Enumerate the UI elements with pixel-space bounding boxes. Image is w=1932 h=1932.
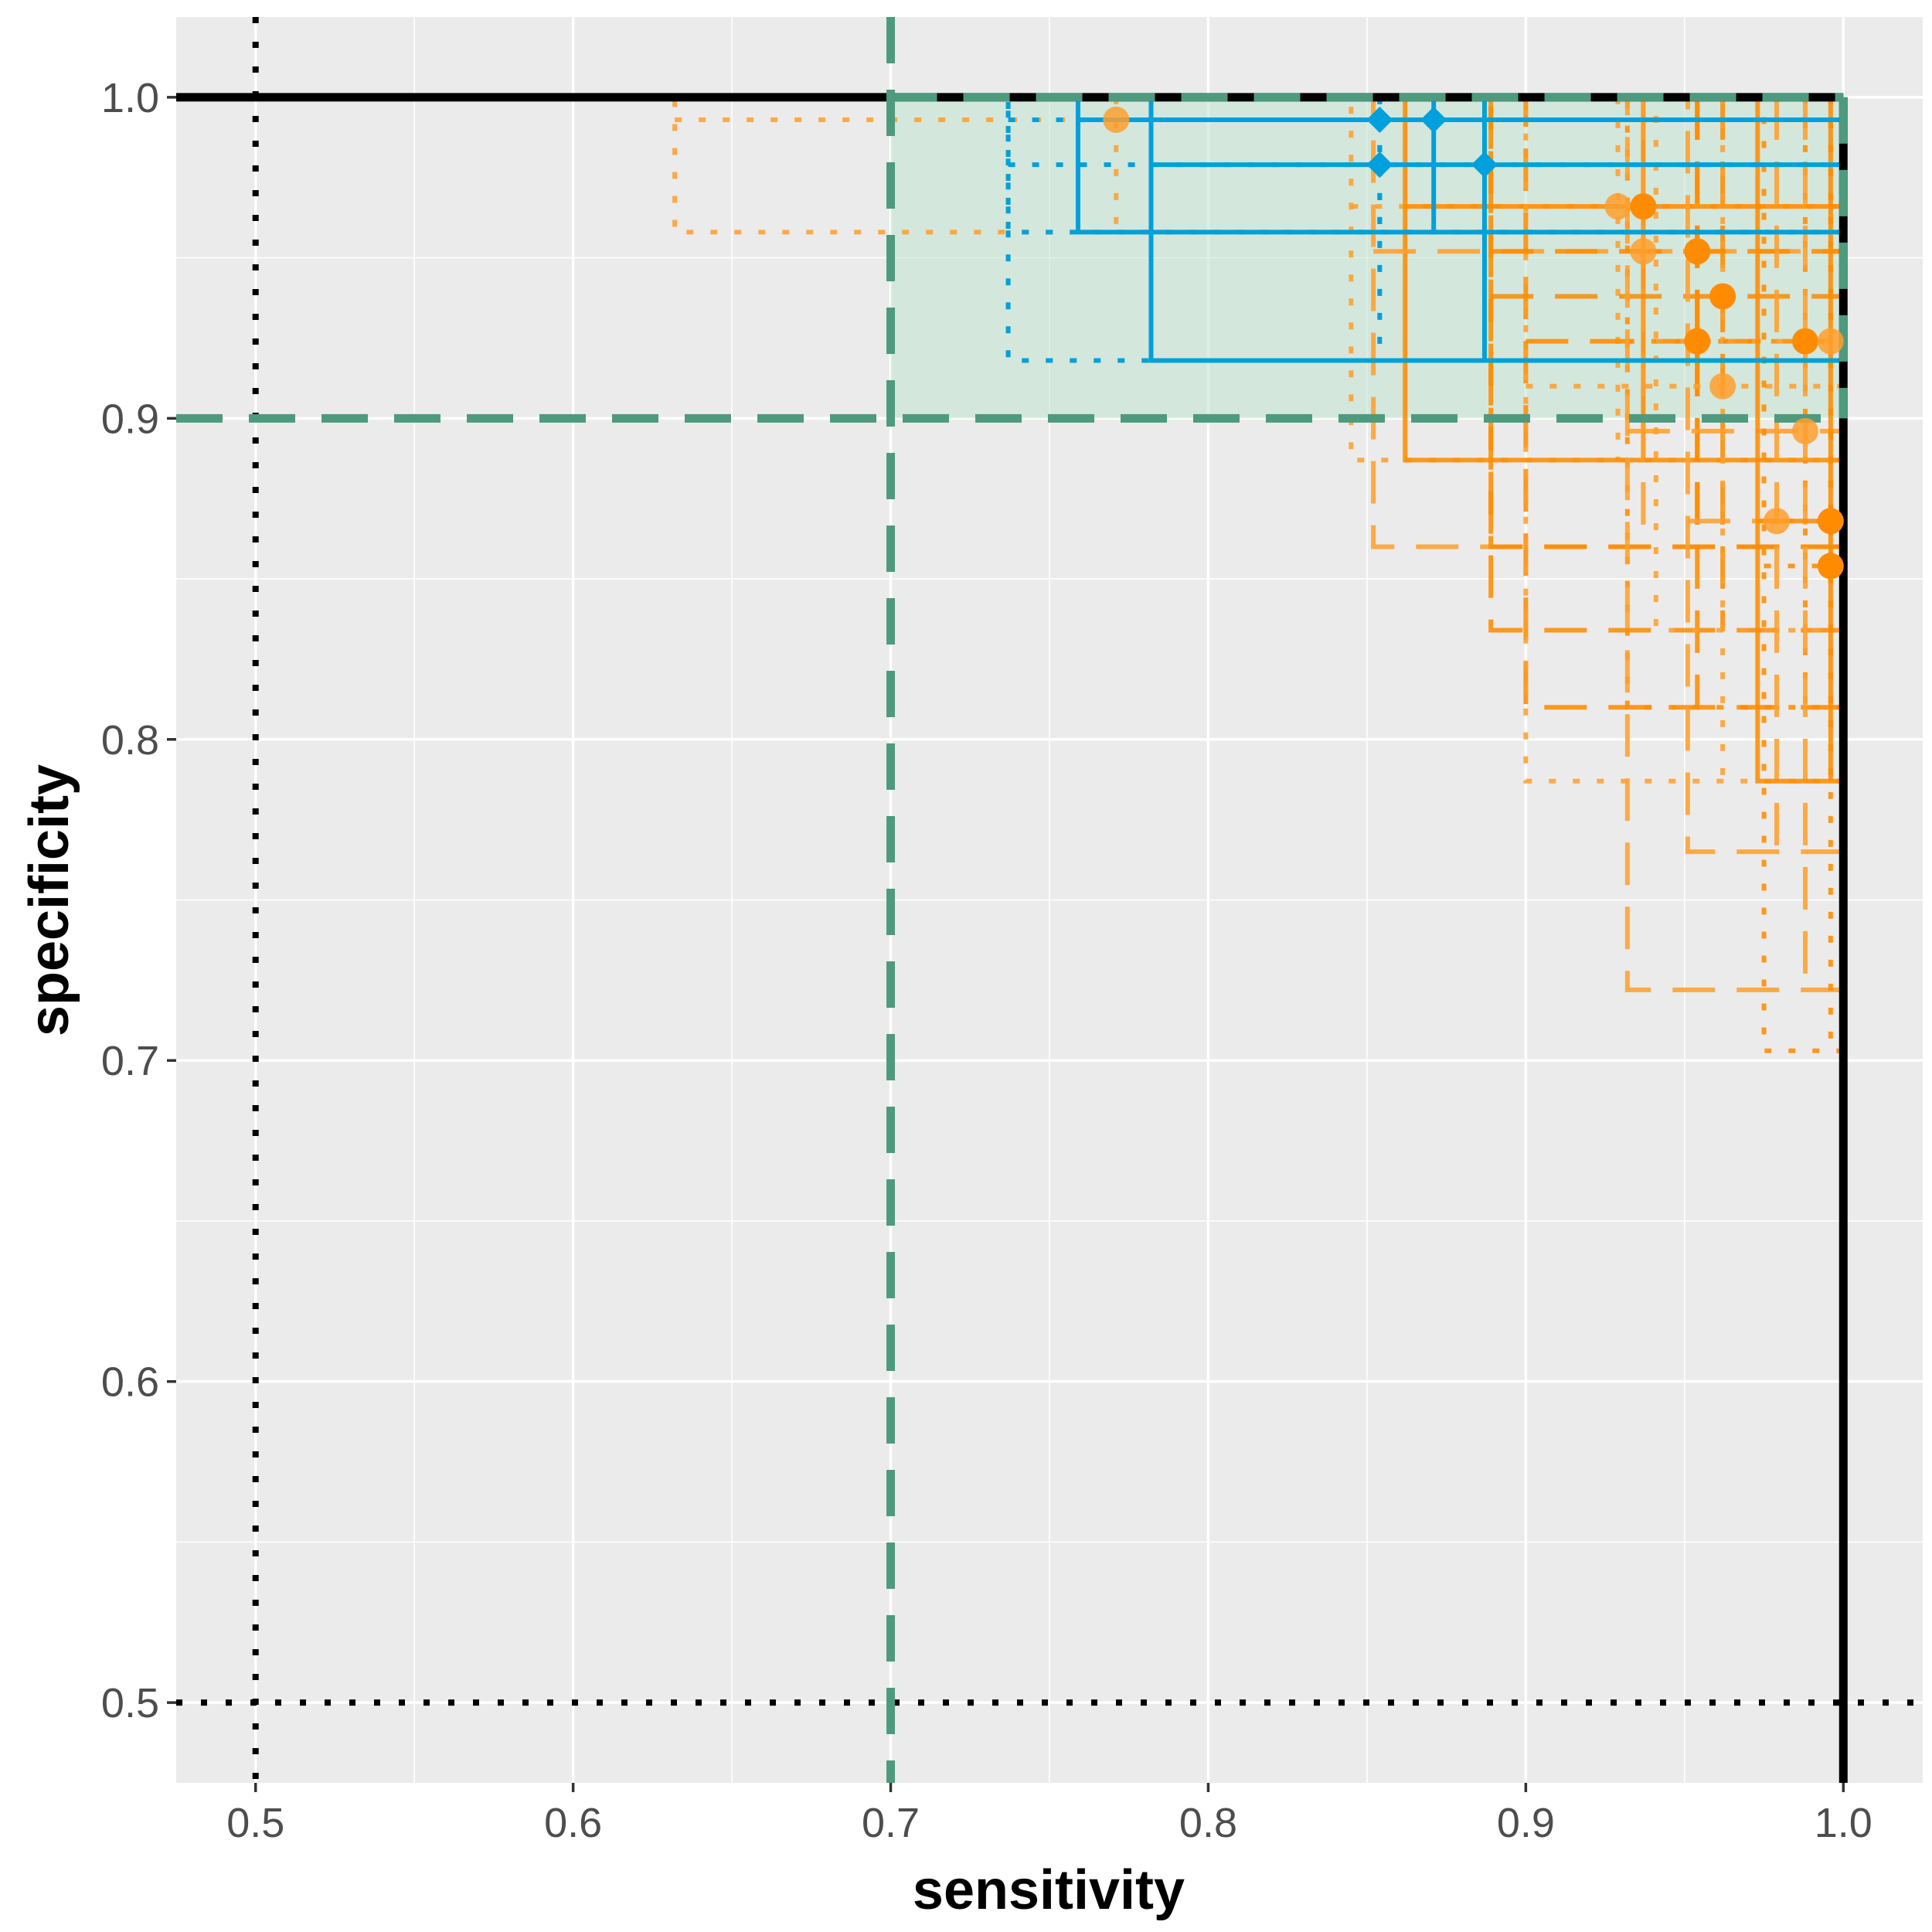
x-tick-label: 0.9: [1497, 1800, 1555, 1846]
y-tick-label: 1.0: [101, 75, 159, 121]
y-tick-label: 0.9: [101, 396, 159, 442]
y-axis: 0.5 0.6 0.7 0.8 0.9 1.0: [101, 75, 176, 1726]
blue-diamond-point: [1366, 151, 1393, 179]
orange-point: [1684, 328, 1711, 355]
orange-point: [1817, 508, 1844, 535]
target-region: [890, 97, 1844, 419]
x-tick-label: 1.0: [1815, 1800, 1872, 1846]
orange-point: [1791, 328, 1818, 355]
blue-ci-box: [1075, 97, 1844, 235]
orange-point: [1630, 238, 1657, 265]
x-axis: 0.5 0.6 0.7 0.8 0.9 1.0: [226, 1783, 1872, 1846]
y-tick-label: 0.7: [101, 1038, 159, 1084]
orange-ci-box: [1523, 97, 1844, 784]
plot-panel: [176, 17, 1923, 1783]
orange-point: [1684, 238, 1711, 265]
orange-point: [1103, 106, 1130, 133]
blue-ci-box: [1005, 97, 1844, 363]
x-tick-label: 0.7: [862, 1800, 920, 1846]
blue-diamond-point: [1420, 106, 1447, 133]
orange-ci-box: [1488, 97, 1844, 633]
orange-ci-box: [1624, 97, 1844, 992]
orange-ci-box: [1761, 97, 1844, 1053]
orange-point: [1709, 372, 1736, 400]
blue-ci-box: [1148, 97, 1844, 363]
blue-diamond-point: [1471, 151, 1498, 179]
y-tick-label: 0.6: [101, 1359, 159, 1406]
y-tick-label: 0.5: [101, 1680, 159, 1726]
x-tick-label: 0.5: [226, 1800, 284, 1846]
y-tick-label: 0.8: [101, 717, 159, 764]
blue-diamond-point: [1366, 106, 1393, 133]
orange-point: [1630, 193, 1657, 220]
orange-point: [1763, 508, 1790, 535]
orange-ci-box: [1624, 97, 1844, 710]
orange-point: [1817, 553, 1844, 580]
orange-point: [1604, 193, 1631, 220]
y-axis-title: specificity: [19, 764, 80, 1036]
orange-point: [1791, 417, 1818, 444]
x-tick-label: 0.6: [544, 1800, 602, 1846]
orange-point: [1817, 328, 1844, 355]
orange-ci-box: [1755, 97, 1844, 784]
orange-point: [1709, 283, 1736, 310]
x-axis-title: sensitivity: [913, 1859, 1185, 1921]
orange-ci-box: [1523, 97, 1844, 710]
x-tick-label: 0.8: [1179, 1800, 1237, 1846]
